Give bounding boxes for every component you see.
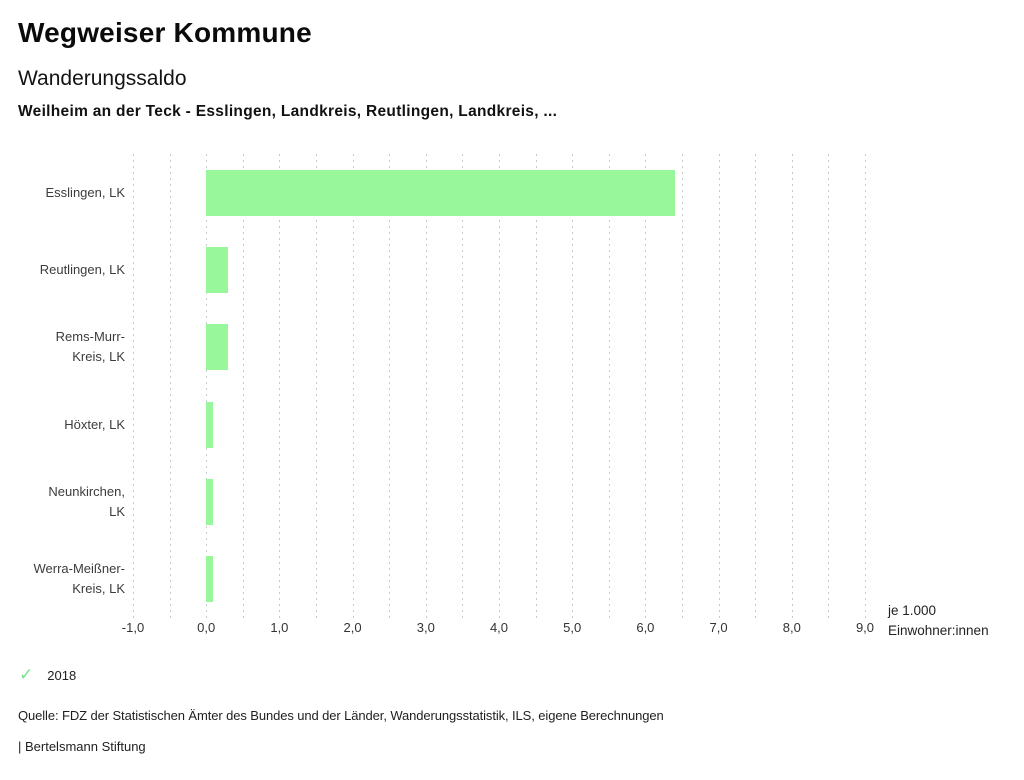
- plot-area: [133, 154, 866, 618]
- check-icon: ✓: [19, 665, 34, 684]
- category-label: Rems-Murr- Kreis, LK: [55, 329, 125, 365]
- legend-item-2018[interactable]: ✓ 2018: [19, 665, 76, 685]
- source-note: Quelle: FDZ der Statistischen Ämter des …: [18, 708, 664, 723]
- x-tick-label: 4,0: [489, 620, 509, 635]
- gridline: [755, 154, 757, 618]
- gridline: [425, 154, 427, 618]
- category-label: Höxter, LK: [64, 416, 125, 432]
- category-label: Werra-Meißner- Kreis, LK: [33, 561, 126, 597]
- chart-context-line: Weilheim an der Teck - Esslingen, Landkr…: [18, 103, 558, 120]
- gridline: [206, 154, 208, 618]
- gridline: [791, 154, 793, 618]
- gridline: [462, 154, 464, 618]
- category-axis: Esslingen, LK Reutlingen, LK Rems-Murr- Kr…: [0, 154, 126, 618]
- gridline: [572, 154, 574, 618]
- gridline: [389, 154, 391, 618]
- gridline: [608, 154, 610, 618]
- x-tick-label: 6,0: [636, 620, 655, 635]
- bar[interactable]: [206, 169, 675, 216]
- axis-unit-line1: je 1.000: [888, 603, 937, 618]
- category-label: Reutlingen, LK: [39, 261, 125, 277]
- app-title: Wegweiser Kommune: [18, 17, 312, 48]
- gridline: [352, 154, 354, 618]
- bar[interactable]: [206, 556, 214, 603]
- x-tick-label: 3,0: [416, 620, 435, 635]
- gridline: [718, 154, 720, 618]
- x-tick-label: 1,0: [270, 620, 289, 635]
- axis-unit-label: je 1.000 Einwohner:innen: [888, 601, 989, 641]
- axis-unit-line2: Einwohner:innen: [888, 623, 989, 638]
- x-tick-label: 8,0: [782, 620, 801, 635]
- bar[interactable]: [206, 401, 214, 448]
- bar[interactable]: [206, 479, 214, 525]
- gridline: [535, 154, 537, 618]
- x-tick-label: 5,0: [563, 620, 582, 635]
- x-tick-label: 2,0: [343, 620, 362, 635]
- gridline: [133, 154, 134, 618]
- x-tick-label: -1,0: [121, 620, 145, 635]
- x-axis: -1,0 0,0 1,0 2,0 3,0 4,0 5,0 6,0 7,0 8,0 9,0: [122, 620, 874, 638]
- gridline: [682, 154, 683, 618]
- gridline: [499, 154, 500, 618]
- x-tick-label: 7,0: [709, 620, 728, 635]
- gridline: [169, 154, 171, 618]
- gridline: [645, 154, 647, 618]
- gridline: [828, 154, 830, 618]
- legend-label: 2018: [47, 667, 77, 683]
- bar[interactable]: [206, 324, 229, 371]
- bar[interactable]: [206, 247, 229, 293]
- x-tick-label: 0,0: [197, 620, 216, 635]
- x-tick-label: 9,0: [855, 620, 875, 635]
- chart-title: Wanderungssaldo: [18, 67, 187, 90]
- attribution: | Bertelsmann Stiftung: [18, 739, 146, 754]
- gridline: [279, 154, 281, 618]
- gridline: [865, 154, 866, 618]
- category-label: Neunkirchen, LK: [48, 483, 125, 519]
- category-label: Esslingen, LK: [45, 184, 126, 200]
- gridline: [242, 154, 244, 618]
- gridline: [316, 154, 317, 618]
